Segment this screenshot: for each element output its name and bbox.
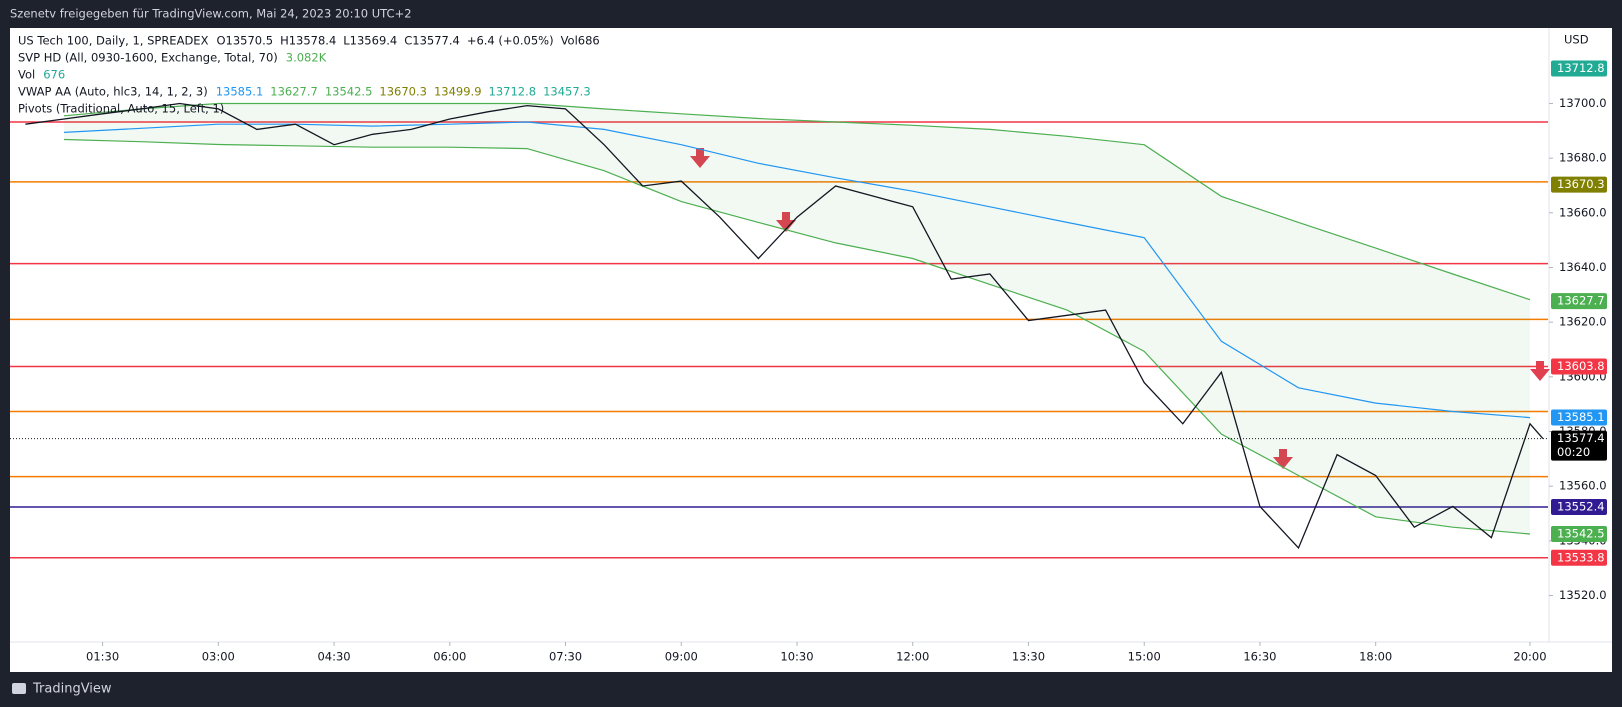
series-line — [25, 102, 1544, 550]
x-tick-label: 04:30 — [317, 650, 350, 664]
legend-value: C13577.4 — [404, 34, 460, 48]
price-label: 13577.4 — [1557, 431, 1605, 445]
legend-value: 3.082K — [286, 51, 327, 65]
chart-area — [10, 28, 1612, 672]
series-line — [63, 102, 1531, 301]
currency: USD — [1564, 33, 1589, 47]
legend-value: 13670.3 — [379, 85, 427, 99]
price-label-box — [1551, 430, 1607, 461]
x-tick-label: 13:30 — [1012, 650, 1045, 664]
band-fill — [64, 103, 1530, 535]
x-tick-label: 12:00 — [896, 650, 929, 664]
x-tick-label: 10:30 — [780, 650, 813, 664]
price-label-box — [1551, 60, 1607, 77]
legend-name: SVP HD (All, 0930-1600, Exchange, Total,… — [18, 51, 278, 65]
brand-logo — [12, 683, 26, 694]
y-tick-label: 13680.0 — [1559, 151, 1607, 165]
price-label-box — [1551, 526, 1607, 543]
brand: TradingView — [12, 682, 112, 697]
brand-name: TradingView — [32, 682, 112, 697]
price-label: 13585.1 — [1557, 410, 1605, 424]
series-line — [63, 121, 1531, 419]
price-label-box — [1551, 358, 1607, 375]
x-tick-label: 20:00 — [1513, 650, 1546, 664]
legend-value: +6.4 (+0.05%) — [467, 34, 554, 48]
y-tick-label: 13660.0 — [1559, 205, 1607, 219]
y-tick-label: 13640.0 — [1559, 260, 1607, 274]
signal-arrows — [690, 148, 1550, 469]
price-label: 13552.4 — [1557, 499, 1605, 513]
price-label: 13603.8 — [1557, 359, 1605, 373]
x-tick-label: 06:00 — [433, 650, 466, 664]
price-label: 13670.3 — [1557, 177, 1605, 191]
price-label: 13712.8 — [1557, 61, 1605, 75]
legend-value: L13569.4 — [343, 34, 397, 48]
arrow — [1273, 449, 1293, 469]
price-label-box — [1551, 409, 1607, 426]
x-tick-label: 07:30 — [549, 650, 582, 664]
x-tick-label: 15:00 — [1128, 650, 1161, 664]
y-tick-label: 13620.0 — [1559, 315, 1607, 329]
price-label: 13533.8 — [1557, 550, 1605, 564]
x-tick-label: 09:00 — [665, 650, 698, 664]
legend-name: VWAP AA (Auto, hlc3, 14, 1, 2, 3) — [18, 85, 208, 99]
price-label-box — [1551, 549, 1607, 566]
arrow — [1530, 361, 1550, 381]
x-tick-label: 18:00 — [1359, 650, 1392, 664]
x-tick-label: 03:00 — [202, 650, 235, 664]
legend-value: 13627.7 — [270, 85, 318, 99]
legend-value: 13457.3 — [543, 85, 591, 99]
legend-name: Pivots (Traditional, Auto, 15, Left, 1) — [18, 102, 224, 116]
header: Szenetv freigegeben für TradingView.com,… — [10, 7, 412, 21]
legend-value: 13585.1 — [216, 85, 264, 99]
y-tick-label: 13700.0 — [1559, 96, 1607, 110]
legend-name: Vol — [18, 68, 35, 82]
price-label: 13542.5 — [1557, 527, 1605, 541]
series-line — [63, 138, 1531, 535]
plot — [10, 102, 1548, 559]
legend-value: 13542.5 — [325, 85, 373, 99]
legend-value: Vol686 — [561, 34, 600, 48]
legend-value: 13499.9 — [434, 85, 482, 99]
legend-value: 676 — [43, 68, 65, 82]
price-label-box — [1551, 498, 1607, 515]
legend-name: US Tech 100, Daily, 1, SPREADEX — [18, 34, 209, 48]
legend-value: H13578.4 — [280, 34, 336, 48]
legend-value: O13570.5 — [216, 34, 273, 48]
y-tick-label: 13560.0 — [1559, 479, 1607, 493]
legend-value: 13712.8 — [489, 85, 537, 99]
price-label: 13627.7 — [1557, 294, 1605, 308]
y-tick-label: 13520.0 — [1559, 588, 1607, 602]
price-label-box — [1551, 176, 1607, 193]
x-tick-label: 01:30 — [86, 650, 119, 664]
arrow — [690, 148, 710, 168]
x-tick-label: 16:30 — [1243, 650, 1276, 664]
countdown: 00:20 — [1557, 445, 1590, 459]
price-label-box — [1551, 293, 1607, 310]
